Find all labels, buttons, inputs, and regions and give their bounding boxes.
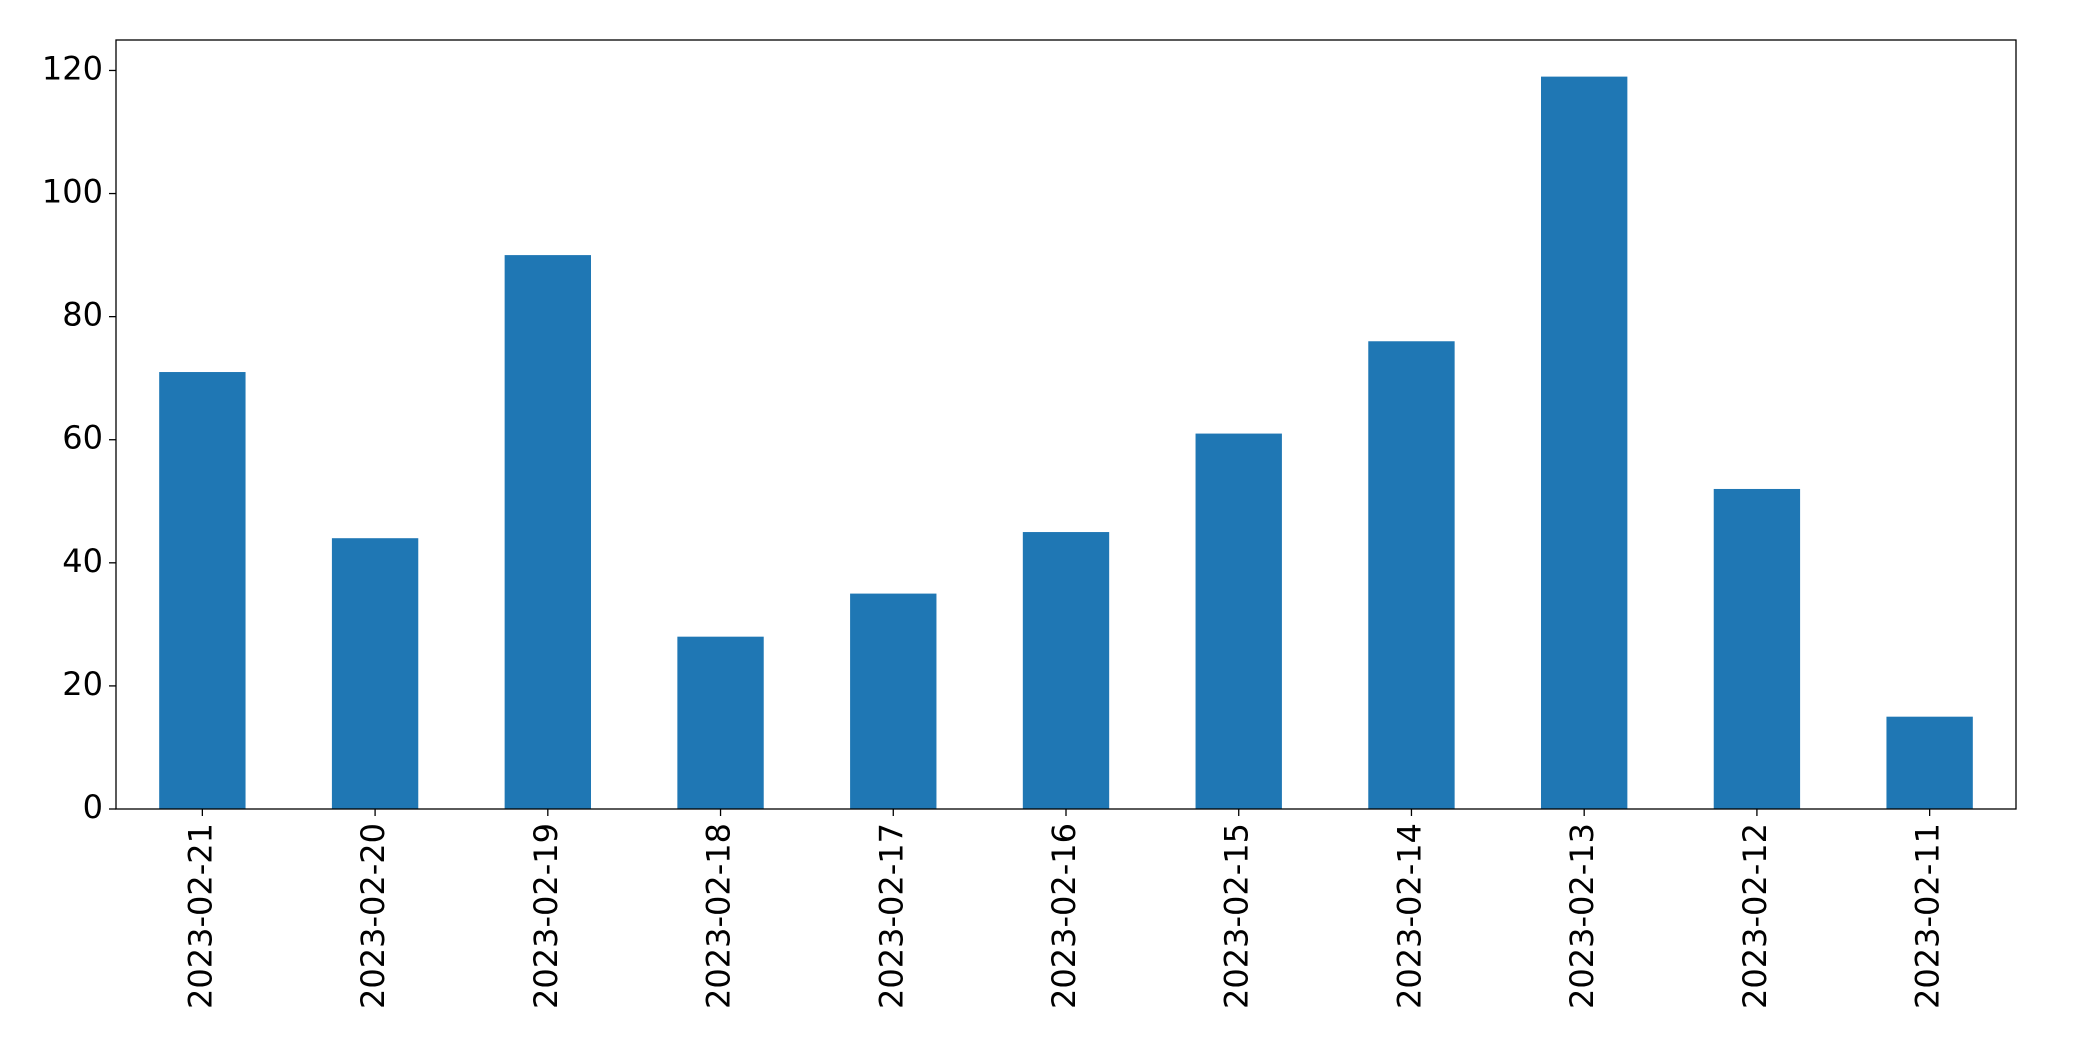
x-tick-label: 2023-02-13 [1563, 823, 1601, 1009]
x-tick-label: 2023-02-14 [1390, 823, 1428, 1009]
x-tick-label: 2023-02-12 [1736, 823, 1774, 1009]
y-tick-label: 40 [62, 542, 103, 580]
y-tick-label: 20 [62, 665, 103, 703]
bar [159, 372, 246, 809]
bar [850, 593, 937, 809]
x-tick-label: 2023-02-17 [872, 823, 910, 1009]
x-tick-label: 2023-02-15 [1218, 823, 1256, 1009]
x-tick-label: 2023-02-19 [527, 823, 565, 1009]
x-tick-label: 2023-02-16 [1045, 823, 1083, 1009]
bar [1886, 716, 1973, 809]
x-tick-label: 2023-02-11 [1909, 823, 1947, 1009]
bar [1368, 341, 1455, 809]
y-tick-label: 120 [42, 49, 103, 87]
bar [504, 255, 591, 809]
y-tick-label: 80 [62, 296, 103, 334]
bar [677, 636, 764, 809]
x-tick-label: 2023-02-21 [181, 823, 219, 1009]
bar [1713, 488, 1801, 809]
y-tick-label: 0 [83, 788, 103, 826]
plot-frame [115, 39, 2017, 810]
bar [1022, 532, 1110, 809]
bar [1195, 433, 1282, 809]
bar [1541, 76, 1628, 810]
bar [331, 538, 419, 809]
y-tick-label: 100 [42, 173, 103, 211]
x-tick-label: 2023-02-18 [700, 823, 738, 1009]
x-tick-label: 2023-02-20 [354, 823, 392, 1009]
y-tick-label: 60 [62, 419, 103, 457]
